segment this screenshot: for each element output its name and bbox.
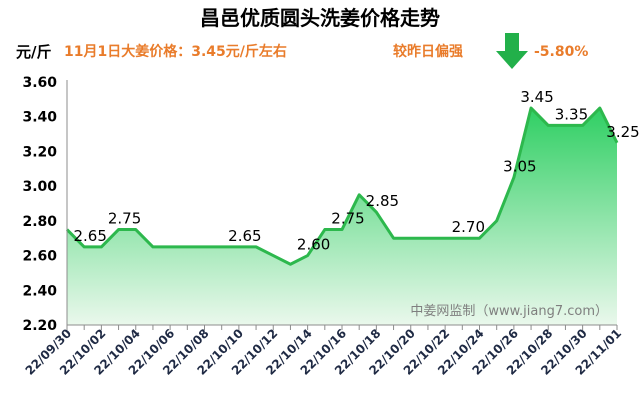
y-tick-label: 3.40 bbox=[22, 110, 57, 126]
y-tick-labels: 2.20 2.40 2.60 2.80 3.00 3.20 3.40 3.60 bbox=[22, 75, 57, 334]
data-label: 3.45 bbox=[520, 88, 553, 106]
y-unit-label: 元/斤 bbox=[16, 43, 51, 61]
change-note: -5.80% bbox=[534, 44, 588, 60]
y-tick-label: 3.60 bbox=[22, 75, 57, 91]
data-label: 2.75 bbox=[108, 210, 141, 228]
data-labels: 2.652.752.65 2.602.752.852.703.053.453.35… bbox=[73, 88, 639, 254]
y-tick-label: 3.20 bbox=[22, 144, 57, 160]
data-label: 2.75 bbox=[331, 210, 364, 228]
data-label: 3.05 bbox=[503, 157, 536, 175]
data-label: 2.65 bbox=[73, 227, 106, 245]
data-label: 2.60 bbox=[297, 236, 330, 254]
y-tick-label: 3.00 bbox=[22, 179, 57, 195]
data-label: 3.25 bbox=[606, 123, 639, 141]
price-note: 11月1日大姜价格：3.45元/斤左右 bbox=[64, 43, 287, 60]
data-label: 2.65 bbox=[228, 227, 261, 245]
y-tick-label: 2.40 bbox=[22, 283, 57, 299]
series-line bbox=[65, 106, 619, 266]
area-fill-layer bbox=[67, 108, 617, 325]
y-tick-label: 2.20 bbox=[22, 318, 57, 334]
y-tick-label: 2.80 bbox=[22, 214, 57, 230]
down-arrow-icon bbox=[496, 33, 528, 69]
x-tick-labels: 22/09/3022/10/0222/10/0422/10/0622/10/08… bbox=[23, 326, 625, 378]
y-tick-label: 2.60 bbox=[22, 249, 57, 265]
series-line-layer bbox=[65, 106, 619, 266]
data-label: 2.85 bbox=[366, 192, 399, 210]
area-fill bbox=[67, 108, 617, 325]
chart-title: 昌邑优质圆头洗姜价格走势 bbox=[200, 6, 440, 30]
data-label: 3.35 bbox=[555, 105, 588, 123]
compare-note: 较昨日偏强 bbox=[393, 43, 463, 60]
data-label: 2.70 bbox=[452, 218, 485, 236]
watermark: 中姜网监制（www.jiang7.com） bbox=[410, 304, 608, 319]
axes bbox=[66, 80, 618, 330]
